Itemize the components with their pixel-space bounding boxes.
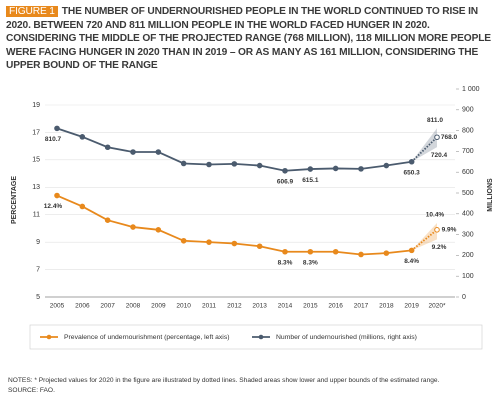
point <box>231 240 238 247</box>
y-axis-label: PERCENTAGE <box>11 176 18 224</box>
point <box>206 161 212 168</box>
legend-box <box>29 324 483 350</box>
point <box>383 250 390 256</box>
point <box>434 227 440 233</box>
value-label: 8.3% <box>303 259 318 266</box>
legend-label: Number of undernourished (millions, righ… <box>276 334 417 341</box>
y2-tick-label: 600 <box>462 169 474 176</box>
x-tick-label: 2011 <box>202 303 216 310</box>
x-tick-label: 2012 <box>227 303 242 310</box>
point <box>383 162 390 169</box>
y-tick-label: 5 <box>36 294 40 301</box>
point <box>256 162 263 169</box>
point <box>104 144 111 151</box>
x-tick-label: 2009 <box>151 303 166 310</box>
value-label: 768.0 <box>441 134 458 141</box>
value-label: 12.4% <box>44 203 63 210</box>
point <box>358 251 364 258</box>
x-tick-label: 2017 <box>354 303 369 310</box>
y2-tick-label: 400 <box>462 211 474 218</box>
bound-label: 720.4 <box>431 152 448 159</box>
x-tick-label: 2014 <box>278 303 293 310</box>
point <box>307 166 314 172</box>
point <box>104 217 111 223</box>
point <box>79 134 86 140</box>
legend-label: Prevalence of undernourishment (percenta… <box>64 334 229 341</box>
point <box>434 134 440 141</box>
y2-tick-label: 900 <box>462 107 474 114</box>
y2-tick-label: 200 <box>462 252 474 259</box>
bound-label: 811.0 <box>427 117 443 124</box>
y2-tick-label: 100 <box>462 273 474 280</box>
x-tick-label: 2015 <box>303 303 318 310</box>
point <box>332 248 339 255</box>
y2-tick-label: 0 <box>462 294 466 301</box>
x-tick-label: 2019 <box>404 303 419 310</box>
bounds-area <box>411 222 437 251</box>
bound-label: 9.2% <box>432 244 447 251</box>
y2-tick-label: 700 <box>462 148 474 155</box>
y2-tick-label: 300 <box>462 231 474 238</box>
header: FIGURE 1 THE NUMBER OF UNDERNOURISHED PEO… <box>6 5 496 73</box>
value-label: 606.9 <box>277 178 294 185</box>
legend-marker <box>258 334 264 340</box>
y-tick-label: 15 <box>32 157 40 164</box>
value-label: 615.1 <box>302 177 319 184</box>
x-tick-label: 2007 <box>100 303 115 310</box>
point <box>408 158 415 165</box>
x-tick-label: 2008 <box>126 303 141 310</box>
y2-tick-label: 1 000 <box>462 86 480 93</box>
source: SOURCE: FAO. <box>8 387 55 394</box>
point <box>54 192 60 199</box>
y2-tick-label: 800 <box>462 127 474 134</box>
y-tick-label: 7 <box>36 266 40 273</box>
point <box>130 149 136 155</box>
point <box>231 161 238 167</box>
value-label: 810.7 <box>45 136 62 143</box>
value-label: 650.3 <box>404 169 421 176</box>
value-label: 8.3% <box>278 259 293 266</box>
x-tick-label: 2006 <box>75 303 90 310</box>
point <box>282 248 288 255</box>
point <box>180 237 187 244</box>
y2-axis-label: MILLIONS <box>487 178 494 212</box>
y-tick-label: 17 <box>32 129 40 136</box>
point <box>206 239 212 245</box>
point <box>358 166 364 172</box>
y2-tick-label: 500 <box>462 190 474 197</box>
x-tick-label: 2005 <box>50 303 65 310</box>
point <box>130 224 136 230</box>
value-label: 8.4% <box>404 258 419 265</box>
y-tick-label: 9 <box>36 239 40 246</box>
x-tick-label: 2018 <box>379 303 394 310</box>
value-label: 9.9% <box>442 227 457 234</box>
projected-line <box>411 229 438 252</box>
point <box>180 160 187 167</box>
point <box>155 227 162 233</box>
bounds-area <box>411 128 437 162</box>
figure-label: FIGURE 1 <box>6 6 58 17</box>
y-tick-label: 19 <box>32 102 40 109</box>
point <box>282 167 288 174</box>
y-tick-label: 13 <box>32 184 40 191</box>
legend-marker <box>46 334 52 340</box>
y-tick-label: 11 <box>33 212 40 219</box>
point <box>332 165 339 172</box>
chart-title: THE NUMBER OF UNDERNOURISHED PEOPLE IN T… <box>6 6 491 71</box>
point <box>256 243 263 250</box>
point <box>54 125 60 132</box>
x-tick-label: 2016 <box>328 303 343 310</box>
x-tick-label: 2010 <box>176 303 191 310</box>
point <box>408 247 415 254</box>
point <box>79 203 86 210</box>
x-tick-label: 2020* <box>429 303 446 310</box>
notes: NOTES: * Projected values for 2020 in th… <box>8 377 440 384</box>
x-tick-label: 2013 <box>252 303 267 310</box>
point <box>155 149 162 155</box>
bound-label: 10.4% <box>426 212 445 219</box>
point <box>307 248 314 255</box>
